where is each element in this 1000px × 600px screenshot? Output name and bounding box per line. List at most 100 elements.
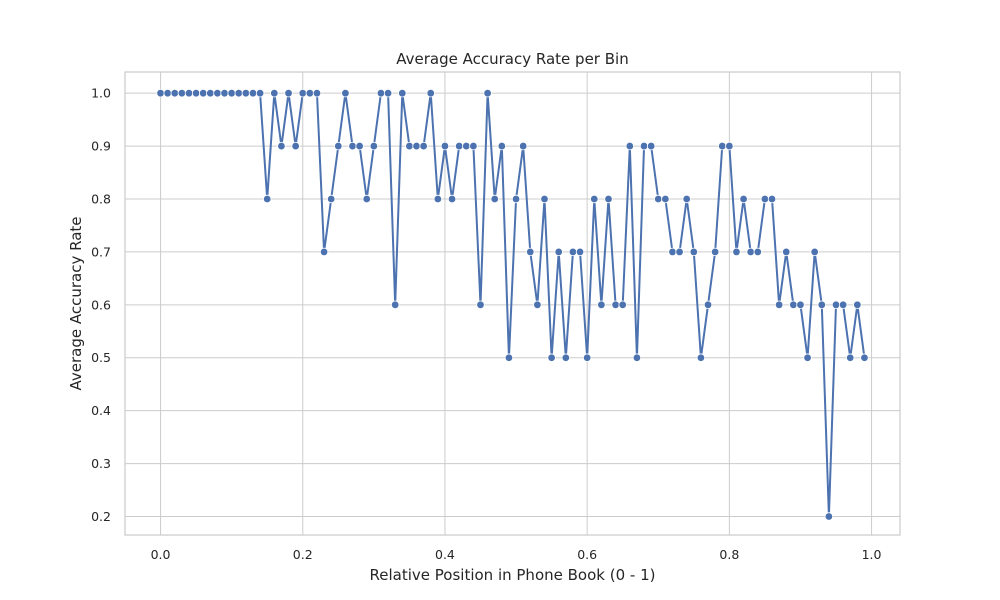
series-line [160, 92, 866, 518]
chart-title: Average Accuracy Rate per Bin [396, 50, 628, 68]
data-point [255, 88, 265, 98]
data-point [796, 300, 805, 310]
data-point [412, 141, 421, 151]
y-axis-title: Average Accuracy Rate [67, 216, 85, 390]
x-tick-labels: 0.0 0.2 0.4 0.6 0.8 1.0 [151, 547, 882, 562]
data-point [312, 88, 322, 98]
y-tick-label: 0.6 [91, 297, 111, 312]
x-tick-label: 0.4 [435, 547, 455, 562]
data-point [590, 194, 599, 204]
data-point [433, 194, 443, 204]
x-tick-label: 0.8 [719, 547, 739, 562]
data-point [476, 300, 485, 310]
data-point [760, 194, 770, 204]
data-point [696, 353, 706, 362]
data-point [838, 300, 848, 310]
data-point [398, 88, 407, 98]
data-point [625, 141, 635, 151]
data-point [341, 88, 350, 98]
data-point [355, 141, 364, 151]
data-point [369, 141, 379, 151]
data-point [184, 88, 194, 98]
data-point [277, 141, 286, 151]
data-series [156, 88, 869, 521]
data-point [568, 247, 578, 257]
data-point [675, 247, 684, 257]
data-point [170, 88, 179, 98]
x-axis-title: Relative Position in Phone Book (0 - 1) [370, 566, 656, 584]
data-point [213, 88, 222, 98]
data-point [319, 247, 329, 257]
data-point [497, 141, 507, 151]
data-point [469, 141, 478, 151]
data-point [234, 88, 243, 98]
data-point [611, 300, 620, 310]
data-point [718, 141, 727, 151]
data-point [689, 247, 699, 257]
y-tick-label: 0.2 [91, 509, 111, 524]
data-point [618, 300, 627, 310]
data-point [533, 300, 542, 310]
data-point [490, 194, 499, 204]
data-point [654, 194, 663, 204]
data-point [334, 141, 343, 151]
data-point [526, 247, 535, 257]
plot-frame [124, 71, 901, 536]
data-point [846, 353, 855, 362]
data-point [824, 512, 834, 521]
data-point [575, 247, 585, 257]
data-point [405, 141, 414, 151]
data-point [710, 247, 720, 257]
data-point [241, 88, 251, 98]
data-point [668, 247, 677, 257]
data-point [547, 353, 556, 362]
data-point [383, 88, 393, 98]
y-tick-label: 0.8 [91, 191, 111, 206]
data-point [376, 88, 386, 98]
data-point [632, 353, 642, 362]
data-point [540, 194, 549, 204]
data-point [263, 194, 272, 204]
data-point [774, 300, 784, 310]
data-point [270, 88, 279, 98]
x-tick-label: 1.0 [862, 547, 882, 562]
data-point [248, 88, 258, 98]
data-point [810, 247, 819, 257]
data-point [362, 194, 371, 204]
y-tick-label: 0.4 [91, 403, 111, 418]
data-point [853, 300, 862, 310]
data-point [817, 300, 826, 310]
data-point [661, 194, 670, 204]
data-point [454, 141, 464, 151]
data-point [554, 247, 563, 257]
data-point [732, 247, 741, 257]
data-point [789, 300, 798, 310]
data-point [199, 88, 208, 98]
data-point [227, 88, 236, 98]
data-point [191, 88, 201, 98]
y-tick-label: 0.5 [91, 350, 111, 365]
data-point [753, 247, 762, 257]
y-tick-label: 1.0 [91, 86, 111, 101]
data-point [782, 247, 791, 257]
x-tick-label: 0.2 [293, 547, 313, 562]
data-point [483, 88, 492, 98]
data-point [597, 300, 606, 310]
y-tick-label: 0.3 [91, 456, 111, 471]
data-point [156, 88, 165, 98]
data-point [860, 353, 869, 362]
data-point [298, 88, 307, 98]
data-point [682, 194, 691, 204]
x-tick-label: 0.6 [577, 547, 597, 562]
data-point [746, 247, 755, 257]
data-point [646, 141, 656, 151]
data-point [511, 194, 521, 204]
data-point [803, 353, 812, 362]
y-tick-label: 0.7 [91, 244, 111, 259]
data-point [767, 194, 777, 204]
data-point [462, 141, 471, 151]
x-tick-label: 0.0 [151, 547, 171, 562]
data-point [518, 141, 528, 151]
